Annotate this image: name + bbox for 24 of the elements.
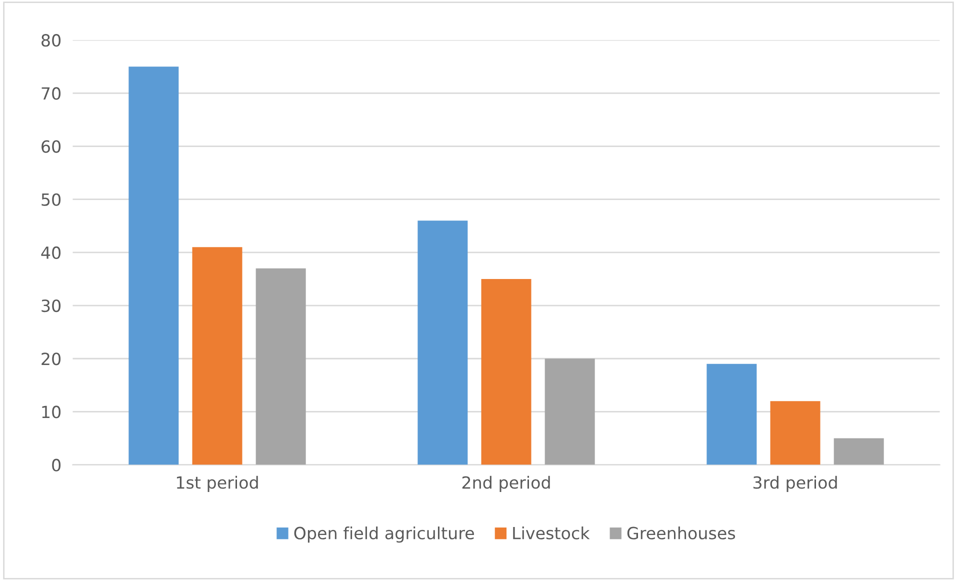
x-tick-label: 3rd period [753,476,837,492]
y-tick-label: 30 [42,299,61,312]
bar [418,220,468,465]
legend-label: Livestock [513,526,590,540]
bar [834,438,884,465]
legend-label: Greenhouses [627,526,736,540]
x-tick-label: 2nd period [462,476,550,492]
y-tick-label: 60 [42,140,61,153]
bar [192,247,242,465]
bar [481,278,532,465]
bar [706,364,757,465]
y-tick-label: 0 [52,458,61,472]
x-tick-label: 1st period [176,476,258,492]
y-tick-label: 70 [42,87,61,100]
y-tick-label: 40 [41,246,61,260]
bar [128,66,179,465]
bar [544,358,595,465]
y-tick-label: 80 [42,34,61,47]
legend-label: Open field agriculture [294,526,474,543]
y-tick-label: 10 [42,406,61,418]
bar [770,401,820,465]
y-tick-label: 20 [42,352,61,366]
y-tick-label: 50 [42,193,61,206]
bar [256,268,306,465]
